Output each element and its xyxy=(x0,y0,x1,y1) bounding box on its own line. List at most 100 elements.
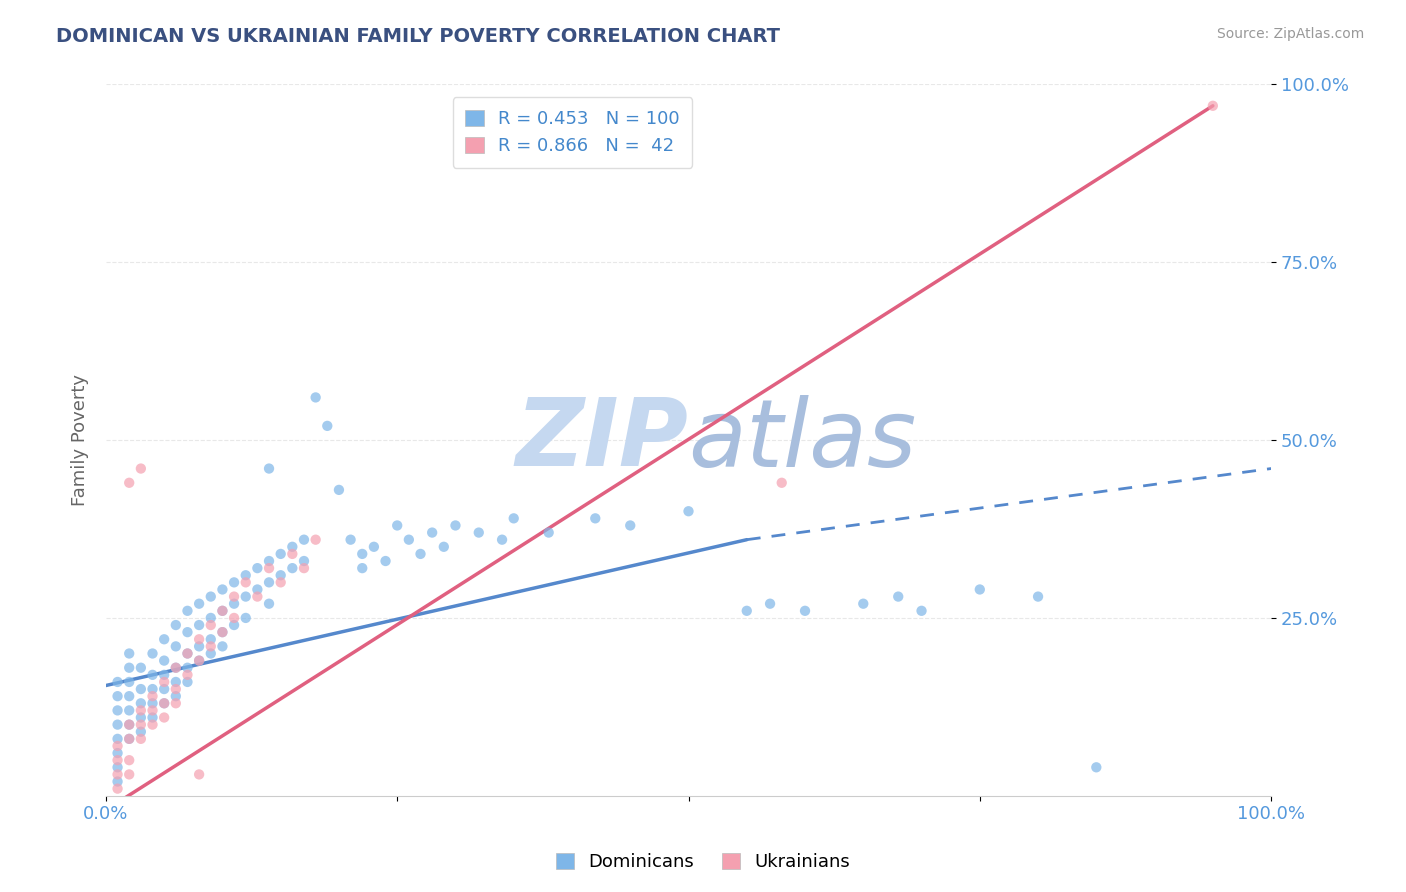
Point xyxy=(211,640,233,654)
Point xyxy=(118,647,141,661)
Point xyxy=(292,554,315,568)
Point xyxy=(246,561,269,575)
Point xyxy=(257,561,280,575)
Point xyxy=(222,590,245,604)
Point xyxy=(141,696,163,710)
Point xyxy=(107,703,129,717)
Point xyxy=(211,604,233,618)
Point xyxy=(235,575,257,590)
Point xyxy=(188,632,211,647)
Point xyxy=(735,604,758,618)
Point xyxy=(387,518,409,533)
Point xyxy=(292,533,315,547)
Point xyxy=(1026,590,1049,604)
Point xyxy=(887,590,910,604)
Point xyxy=(537,525,560,540)
Point xyxy=(141,647,163,661)
Point xyxy=(257,554,280,568)
Point xyxy=(759,597,782,611)
Point xyxy=(420,525,443,540)
Point xyxy=(129,696,152,710)
Point xyxy=(153,654,176,668)
Point xyxy=(118,661,141,675)
Point xyxy=(281,547,304,561)
Point xyxy=(433,540,456,554)
Point xyxy=(129,710,152,724)
Point xyxy=(153,675,176,690)
Point xyxy=(678,504,700,518)
Point xyxy=(409,547,432,561)
Point xyxy=(141,717,163,731)
Point xyxy=(1085,760,1108,774)
Point xyxy=(328,483,350,497)
Point xyxy=(107,767,129,781)
Point xyxy=(794,604,817,618)
Point xyxy=(118,675,141,690)
Point xyxy=(188,654,211,668)
Point xyxy=(257,461,280,475)
Point xyxy=(107,675,129,690)
Point xyxy=(118,689,141,703)
Point xyxy=(118,731,141,746)
Point xyxy=(374,554,396,568)
Point xyxy=(165,675,187,690)
Point xyxy=(118,703,141,717)
Point xyxy=(107,746,129,760)
Point xyxy=(200,632,222,647)
Point xyxy=(141,689,163,703)
Point xyxy=(107,753,129,767)
Point xyxy=(141,681,163,696)
Point xyxy=(107,774,129,789)
Point xyxy=(222,618,245,632)
Text: ZIP: ZIP xyxy=(516,394,689,486)
Point xyxy=(281,540,304,554)
Point xyxy=(235,590,257,604)
Point xyxy=(165,696,187,710)
Point xyxy=(270,568,292,582)
Point xyxy=(118,475,141,490)
Text: atlas: atlas xyxy=(689,394,917,485)
Point xyxy=(129,461,152,475)
Point xyxy=(200,640,222,654)
Point xyxy=(910,604,932,618)
Point xyxy=(222,611,245,625)
Point xyxy=(176,661,198,675)
Legend: Dominicans, Ukrainians: Dominicans, Ukrainians xyxy=(548,846,858,879)
Point xyxy=(107,731,129,746)
Point xyxy=(619,518,641,533)
Point xyxy=(153,632,176,647)
Point xyxy=(222,597,245,611)
Point xyxy=(165,618,187,632)
Point xyxy=(153,696,176,710)
Point xyxy=(211,625,233,640)
Point xyxy=(211,582,233,597)
Point xyxy=(770,475,793,490)
Point xyxy=(176,668,198,682)
Y-axis label: Family Poverty: Family Poverty xyxy=(72,374,89,506)
Point xyxy=(200,647,222,661)
Point xyxy=(176,675,198,690)
Point xyxy=(200,618,222,632)
Point xyxy=(118,731,141,746)
Point xyxy=(235,568,257,582)
Point xyxy=(188,597,211,611)
Legend: R = 0.453   N = 100, R = 0.866   N =  42: R = 0.453 N = 100, R = 0.866 N = 42 xyxy=(453,97,692,168)
Point xyxy=(129,731,152,746)
Point xyxy=(176,604,198,618)
Point xyxy=(211,625,233,640)
Point xyxy=(363,540,385,554)
Point xyxy=(129,703,152,717)
Point xyxy=(304,533,326,547)
Point xyxy=(292,561,315,575)
Point xyxy=(235,611,257,625)
Point xyxy=(257,597,280,611)
Point xyxy=(852,597,875,611)
Point xyxy=(176,647,198,661)
Point xyxy=(153,710,176,724)
Point xyxy=(1202,99,1225,113)
Point xyxy=(969,582,991,597)
Point xyxy=(141,710,163,724)
Point xyxy=(188,767,211,781)
Point xyxy=(188,654,211,668)
Point xyxy=(107,739,129,753)
